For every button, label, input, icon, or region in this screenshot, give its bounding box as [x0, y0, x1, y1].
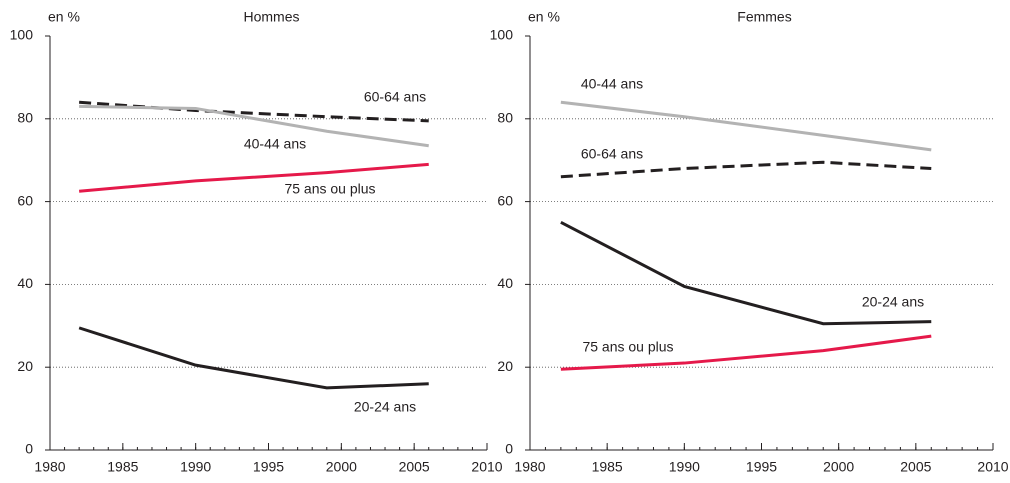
series-label: 40-44 ans — [244, 136, 306, 152]
y-tick-label: 100 — [490, 27, 514, 43]
series-label: 40-44 ans — [581, 76, 643, 92]
y-tick-label: 60 — [497, 192, 513, 208]
x-tick-label: 2000 — [823, 459, 854, 475]
y-tick-label: 40 — [17, 275, 33, 291]
series-label: 75 ans ou plus — [582, 339, 673, 355]
series-label: 75 ans ou plus — [284, 181, 375, 197]
y-axis-label: en % — [48, 9, 80, 25]
x-tick-label: 1990 — [669, 459, 700, 475]
x-tick-label: 1980 — [514, 459, 545, 475]
x-tick-label: 2005 — [900, 459, 931, 475]
y-tick-label: 20 — [17, 358, 33, 374]
y-tick-label: 80 — [497, 110, 513, 126]
x-tick-label: 2010 — [977, 459, 1008, 475]
line-chart: Hommes en % 0 20 40 60 80 100 1980 1985 1990 1995 20… — [10, 9, 503, 475]
chart-title: Femmes — [737, 9, 791, 25]
series-line — [79, 162, 429, 193]
series-line — [560, 334, 932, 371]
y-tick-label: 80 — [17, 110, 33, 126]
series-label: 20-24 ans — [354, 399, 416, 415]
series-line — [560, 220, 932, 326]
x-tick-label: 2010 — [471, 459, 502, 475]
series-label: 20-24 ans — [862, 294, 924, 310]
series-label: 60-64 ans — [364, 89, 426, 105]
chart-title: Hommes — [243, 9, 299, 25]
y-tick-label: 0 — [25, 441, 33, 457]
series-label: 60-64 ans — [581, 146, 643, 162]
x-tick-label: 1985 — [107, 459, 138, 475]
x-tick-label: 2000 — [326, 459, 357, 475]
y-tick-label: 100 — [10, 27, 34, 43]
y-tick-label: 0 — [505, 441, 513, 457]
x-tick-label: 1990 — [180, 459, 211, 475]
y-tick-label: 40 — [497, 275, 513, 291]
x-tick-label: 1985 — [592, 459, 623, 475]
x-tick-label: 1995 — [746, 459, 777, 475]
y-axis-label: en % — [528, 9, 560, 25]
series-line — [560, 160, 932, 179]
y-tick-label: 60 — [17, 192, 33, 208]
series-line — [79, 104, 429, 148]
series-line — [560, 100, 932, 152]
x-tick-label: 1995 — [253, 459, 284, 475]
y-tick-label: 20 — [497, 358, 513, 374]
series-line — [78, 326, 429, 390]
x-tick-label: 1980 — [34, 459, 65, 475]
line-chart: Femmes en % 0 20 40 60 80 100 1980 1985 1990 1995 20… — [490, 9, 1009, 475]
x-tick-label: 2005 — [399, 459, 430, 475]
